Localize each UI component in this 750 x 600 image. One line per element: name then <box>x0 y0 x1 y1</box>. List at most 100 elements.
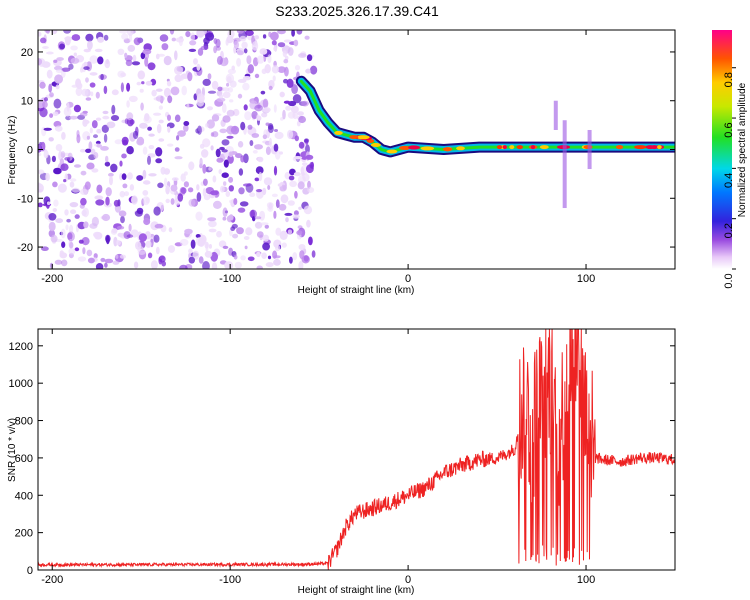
noise-blob <box>101 213 111 222</box>
noise-blob <box>127 172 133 180</box>
noise-blob <box>77 256 87 262</box>
noise-blob <box>180 173 186 182</box>
noise-blob <box>93 152 99 159</box>
noise-blob <box>287 200 295 206</box>
noise-blob <box>225 191 231 197</box>
noise-blob <box>235 153 243 159</box>
noise-blob <box>244 245 248 250</box>
noise-blob <box>219 128 227 134</box>
noise-blob <box>74 247 80 252</box>
noise-blob <box>53 98 62 109</box>
noise-blob <box>66 218 71 223</box>
figure-title: S233.2025.326.17.39.C41 <box>275 3 439 19</box>
noise-blob <box>213 38 218 44</box>
noise-blob <box>284 66 289 77</box>
noise-blob <box>87 40 93 50</box>
noise-blob <box>299 250 305 260</box>
noise-blob <box>189 40 197 46</box>
noise-blob <box>224 261 234 269</box>
noise-blob <box>53 59 58 63</box>
noise-blob <box>272 75 276 82</box>
colorbar-tick-label: 0.6 <box>723 122 735 137</box>
noise-blob <box>256 251 261 258</box>
noise-blob <box>70 178 77 182</box>
noise-blob <box>59 252 68 259</box>
noise-blob <box>122 183 128 189</box>
track-outer <box>295 75 675 158</box>
y-tick-label: 20 <box>21 47 33 59</box>
noise-blob <box>221 172 229 178</box>
noise-blob <box>142 48 152 55</box>
noise-blob <box>104 161 111 167</box>
noise-blob <box>127 44 136 52</box>
noise-blob <box>303 255 309 262</box>
noise-blob <box>64 157 71 161</box>
noise-blob <box>161 43 169 51</box>
noise-blob <box>218 240 227 248</box>
noise-blob <box>168 227 173 233</box>
noise-blob <box>285 105 292 111</box>
noise-blob <box>177 193 184 202</box>
x-tick-label: 0 <box>405 574 411 586</box>
noise-blob <box>279 91 285 98</box>
noise-blob <box>70 57 80 64</box>
noise-blob <box>283 100 291 104</box>
noise-blob <box>86 135 90 140</box>
noise-blob <box>301 162 308 166</box>
noise-blob <box>93 253 98 259</box>
noise-blob <box>170 184 178 192</box>
snr-panel: -200 -100 0 100 0 200 400 600 800 1000 1200 Heigh… <box>7 328 676 596</box>
noise-blob <box>97 56 104 65</box>
spectrogram-noise <box>38 30 318 269</box>
spectrogram-signal-track <box>295 75 675 209</box>
noise-blob <box>210 190 219 196</box>
noise-blob <box>301 172 305 176</box>
noise-blob <box>211 114 220 122</box>
noise-blob <box>82 119 90 125</box>
track-hotspot <box>645 145 655 150</box>
noise-blob <box>96 128 102 134</box>
noise-blob <box>185 103 194 108</box>
noise-blob <box>244 111 252 121</box>
noise-blob <box>264 224 269 229</box>
noise-blob <box>67 231 75 242</box>
noise-blob <box>243 236 250 240</box>
noise-blob <box>197 125 202 135</box>
noise-blob <box>309 162 314 169</box>
track-hotspot <box>539 145 549 150</box>
noise-blob <box>83 61 88 67</box>
noise-blob <box>104 262 108 268</box>
noise-blob <box>90 91 94 97</box>
noise-blob <box>81 237 90 246</box>
noise-blob <box>73 52 78 57</box>
noise-blob <box>275 227 282 236</box>
noise-blob <box>89 55 98 64</box>
track-hotspot <box>616 145 623 150</box>
noise-blob <box>38 202 43 208</box>
noise-blob <box>53 167 62 175</box>
noise-blob <box>237 141 244 148</box>
spectrogram-y-ticks: -20 -10 0 10 20 <box>17 47 675 254</box>
noise-blob <box>139 88 144 93</box>
noise-blob <box>197 48 204 56</box>
noise-blob <box>69 241 74 249</box>
noise-blob <box>234 261 242 269</box>
noise-blob <box>151 89 157 97</box>
noise-blob <box>141 81 145 85</box>
noise-blob <box>170 86 180 96</box>
noise-blob <box>274 129 278 132</box>
noise-blob <box>204 241 209 249</box>
noise-blob <box>74 214 80 219</box>
noise-blob <box>292 252 298 261</box>
noise-blob <box>212 175 217 183</box>
noise-blob <box>260 222 269 226</box>
noise-blob <box>226 125 235 135</box>
noise-blob <box>155 158 163 164</box>
noise-blob <box>278 203 287 211</box>
noise-blob <box>227 154 234 164</box>
noise-blob <box>131 61 141 66</box>
noise-blob <box>188 199 196 207</box>
noise-blob <box>307 187 315 193</box>
noise-blob <box>43 127 52 131</box>
noise-blob <box>185 30 191 38</box>
